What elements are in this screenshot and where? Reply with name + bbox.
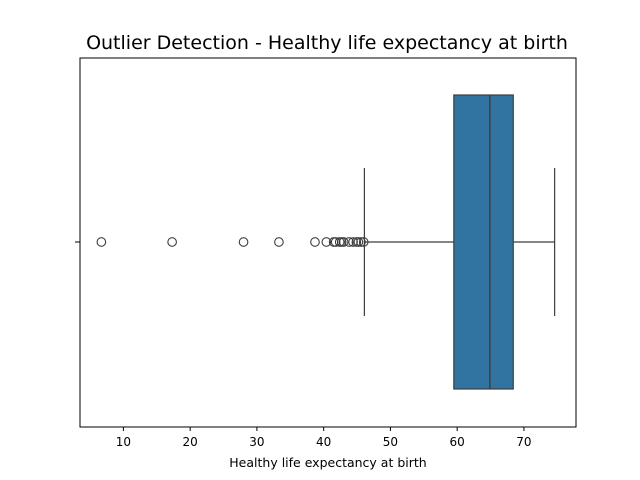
- x-tick-label: 20: [183, 435, 198, 449]
- outlier-point: [344, 237, 354, 247]
- x-tick-label: 30: [249, 435, 264, 449]
- outlier-point: [274, 237, 284, 247]
- outlier-point: [356, 237, 366, 247]
- outlier-point: [321, 237, 332, 247]
- outlier-point: [238, 237, 249, 247]
- x-axis-label: Healthy life expectancy at birth: [229, 455, 426, 470]
- x-tick-label: 50: [383, 435, 398, 449]
- outlier-point: [330, 237, 341, 247]
- x-tick-label: 10: [116, 435, 131, 449]
- iqr-box: [453, 94, 514, 390]
- x-tick-label: 40: [316, 435, 331, 449]
- outlier-point: [358, 237, 369, 247]
- outlier-point: [310, 237, 320, 247]
- chart-marks: [96, 94, 556, 390]
- x-tick-label: 60: [450, 435, 465, 449]
- outlier-point: [167, 237, 177, 247]
- outlier-point: [96, 237, 107, 247]
- outlier-point: [338, 237, 349, 247]
- outlier-point: [353, 237, 364, 247]
- chart-title: Outlier Detection - Healthy life expecta…: [86, 32, 568, 54]
- x-tick-label: 70: [516, 435, 531, 449]
- outlier-point: [348, 237, 358, 247]
- x-axis: 10 20 30 40 50 60 70: [116, 427, 532, 449]
